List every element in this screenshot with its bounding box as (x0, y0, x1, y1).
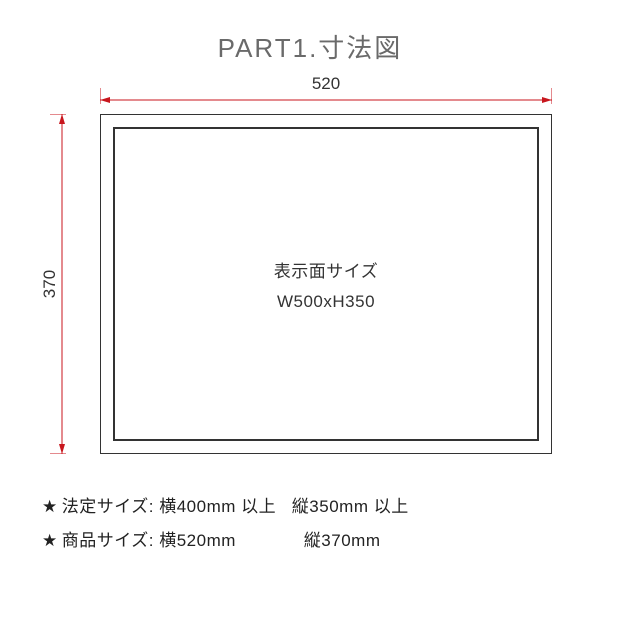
outer-rectangle: 表示面サイズ W500xH350 (100, 114, 552, 454)
star-icon: ★ (42, 497, 58, 516)
star-icon: ★ (42, 531, 58, 550)
display-area-size: W500xH350 (277, 292, 375, 312)
spec-row-product: ★商品サイズ: 横520mm 縦370mm (42, 524, 409, 558)
dimension-left: 370 (40, 114, 70, 454)
inner-rectangle: 表示面サイズ W500xH350 (113, 127, 539, 441)
spec-row-legal: ★法定サイズ: 横400mm 以上 縦350mm 以上 (42, 490, 409, 524)
dimension-width-label: 520 (312, 74, 340, 94)
dimension-diagram: 520 370 表示面サイズ W500xH350 (40, 78, 580, 498)
dimension-height-label: 370 (40, 270, 60, 298)
page-title: PART1.寸法図 (0, 0, 620, 65)
dimension-top: 520 (100, 78, 552, 108)
footer-specs: ★法定サイズ: 横400mm 以上 縦350mm 以上 ★商品サイズ: 横520… (42, 490, 409, 558)
display-area-label: 表示面サイズ (274, 257, 379, 282)
